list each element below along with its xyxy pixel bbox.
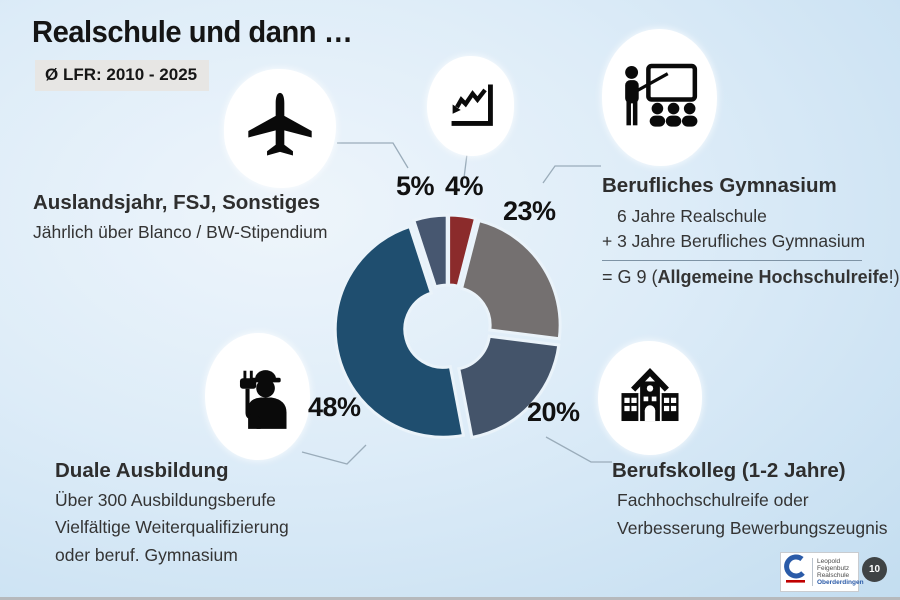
pie-label-berufskolleg: 20%	[527, 397, 580, 427]
section-duale-line3: oder beruf. Gymnasium	[55, 544, 238, 565]
donut-chart	[323, 193, 573, 463]
section-duale-line2: Vielfältige Weiterqualifizierung	[55, 517, 289, 537]
section-gymnasium-line2: + 3 Jahre Berufliches Gymnasium	[602, 231, 866, 251]
plane-icon	[244, 90, 316, 167]
donut-slice	[411, 213, 449, 289]
donut-slice	[459, 218, 562, 341]
school-logo: Leopold Feigenbutz Realschule Oberderdin…	[780, 552, 864, 592]
gymnasium-divider	[602, 260, 862, 261]
section-gymnasium-line1: 6 Jahre Realschule	[617, 206, 767, 226]
section-gymnasium-heading: Berufliches Gymnasium	[602, 174, 837, 197]
icon-circle-berufskolleg	[598, 341, 702, 455]
section-ausland-line1: Jährlich über Blanco / BW-Stipendium	[33, 222, 328, 242]
pie-label-duale: 48%	[308, 392, 361, 422]
section-ausland: Auslandsjahr, FSJ, Sonstiges Jährlich üb…	[33, 191, 327, 243]
pie-label-sonstige: 4%	[445, 171, 484, 201]
trend-chart-icon	[444, 74, 498, 139]
section-duale-heading: Duale Ausbildung	[55, 459, 229, 482]
date-range-badge: Ø LFR: 2010 - 2025	[35, 60, 210, 91]
donut-slice	[457, 334, 561, 440]
electrician-icon	[226, 354, 290, 439]
section-berufskolleg: Berufskolleg (1-2 Jahre) Fachhochschulre…	[612, 459, 887, 539]
icon-circle-gymnasium	[602, 29, 717, 166]
pie-label-gymnasium: 23%	[503, 196, 556, 226]
logo-line-town: Oberderdingen	[817, 579, 864, 586]
slide-bottom-edge	[0, 597, 900, 600]
donut-slice	[333, 224, 466, 439]
section-ausland-heading: Auslandsjahr, FSJ, Sonstiges	[33, 191, 321, 214]
classroom-teacher-icon	[620, 52, 700, 143]
section-duale: Duale Ausbildung Über 300 Ausbildungsber…	[55, 459, 289, 566]
logo-line: Leopold	[817, 558, 841, 565]
icon-circle-trend	[427, 56, 514, 156]
school-logo-swoosh-icon	[784, 554, 808, 591]
school-logo-text: Leopold Feigenbutz Realschule Oberderdin…	[812, 558, 864, 586]
section-duale-line1: Über 300 Ausbildungsberufe	[55, 489, 276, 510]
icon-circle-ausland	[224, 69, 336, 188]
section-berufskolleg-line1: Fachhochschulreife oder	[617, 490, 809, 510]
section-berufskolleg-line2: Verbesserung Bewerbungszeugnis	[617, 518, 888, 538]
page-number-badge: 10	[862, 557, 887, 582]
logo-line: Realschule	[817, 572, 850, 579]
section-gymnasium: Berufliches Gymnasium 6 Jahre Realschule…	[602, 174, 900, 288]
icon-circle-duale	[205, 333, 310, 460]
section-gymnasium-result: = G 9 (Allgemeine Hochschulreife!)	[602, 267, 900, 287]
slide-title: Realschule und dann …	[32, 14, 353, 49]
logo-line: Feigenbutz	[817, 565, 850, 572]
pie-label-ausland: 5%	[396, 171, 435, 201]
section-berufskolleg-heading: Berufskolleg (1-2 Jahre)	[612, 459, 846, 482]
donut-slice	[447, 213, 478, 289]
school-building-icon	[618, 361, 682, 436]
